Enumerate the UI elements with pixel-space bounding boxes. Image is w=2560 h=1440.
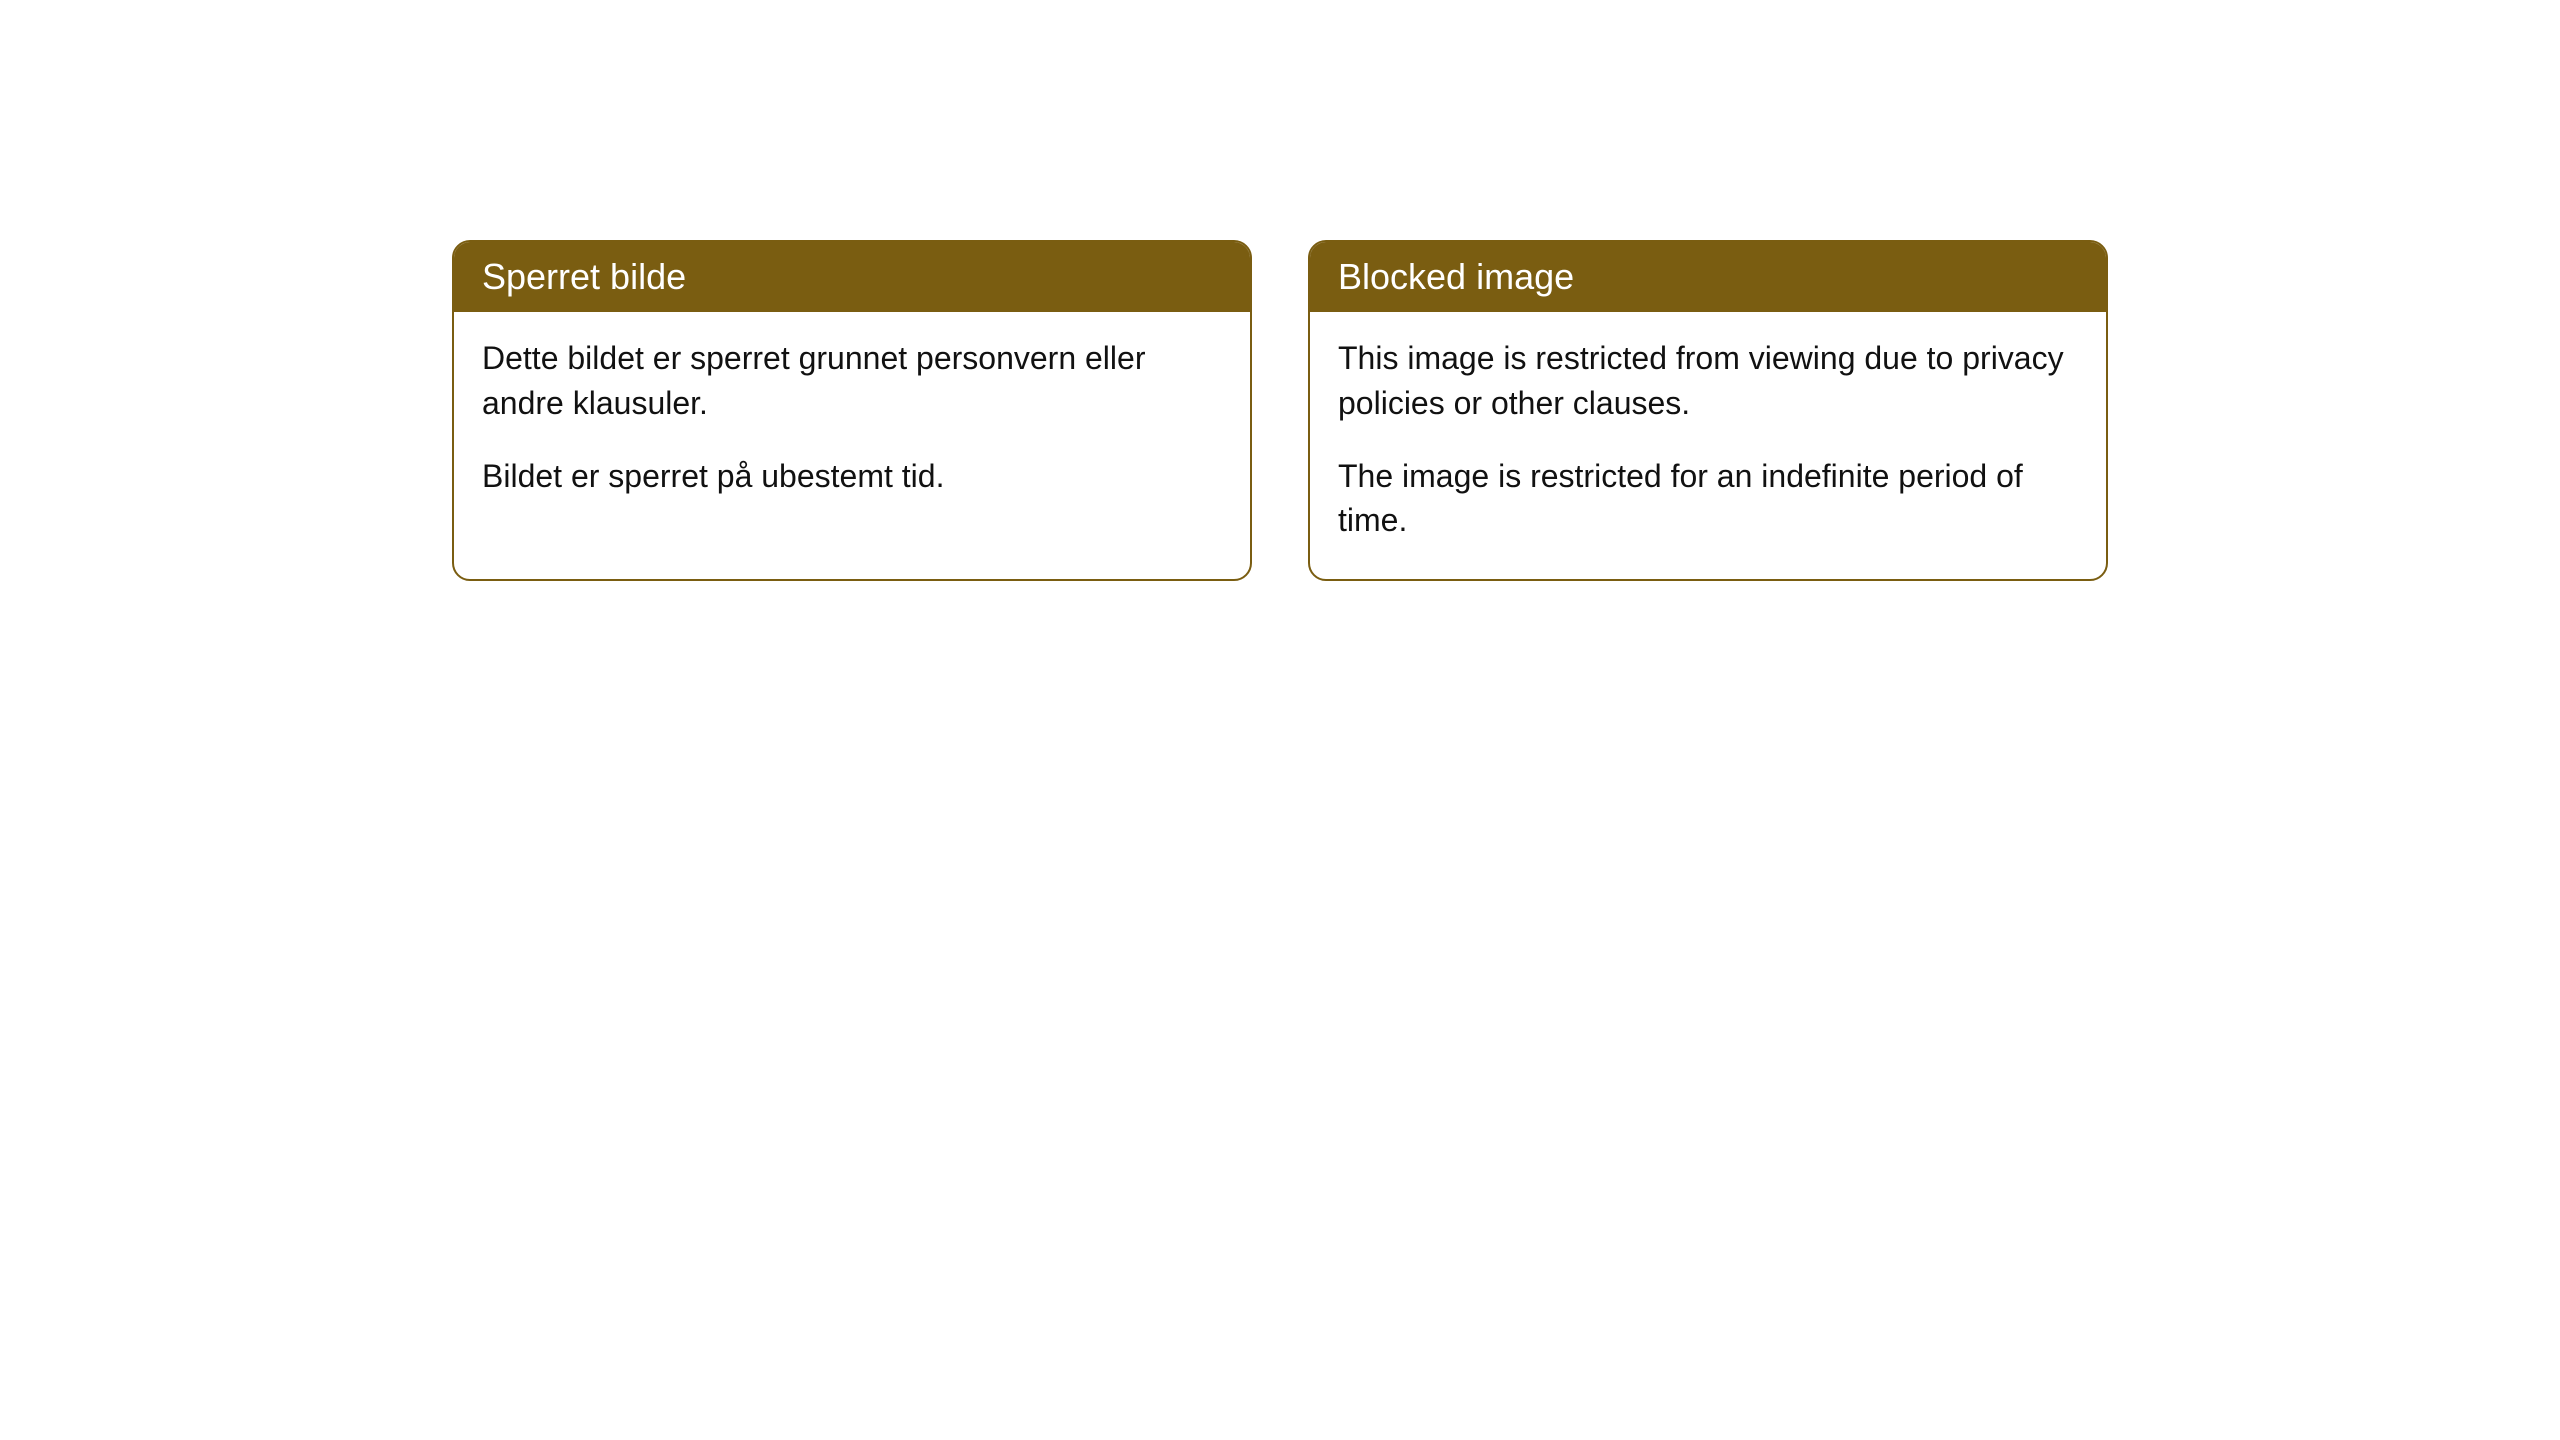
notice-container: Sperret bilde Dette bildet er sperret gr… — [452, 240, 2108, 581]
notice-text-line2: Bildet er sperret på ubestemt tid. — [482, 454, 1222, 499]
notice-body-english: This image is restricted from viewing du… — [1310, 312, 2106, 579]
notice-text-line1: This image is restricted from viewing du… — [1338, 336, 2078, 426]
notice-text-line2: The image is restricted for an indefinit… — [1338, 454, 2078, 544]
notice-header-norwegian: Sperret bilde — [454, 242, 1250, 312]
notice-header-english: Blocked image — [1310, 242, 2106, 312]
notice-text-line1: Dette bildet er sperret grunnet personve… — [482, 336, 1222, 426]
notice-card-english: Blocked image This image is restricted f… — [1308, 240, 2108, 581]
notice-card-norwegian: Sperret bilde Dette bildet er sperret gr… — [452, 240, 1252, 581]
notice-body-norwegian: Dette bildet er sperret grunnet personve… — [454, 312, 1250, 534]
